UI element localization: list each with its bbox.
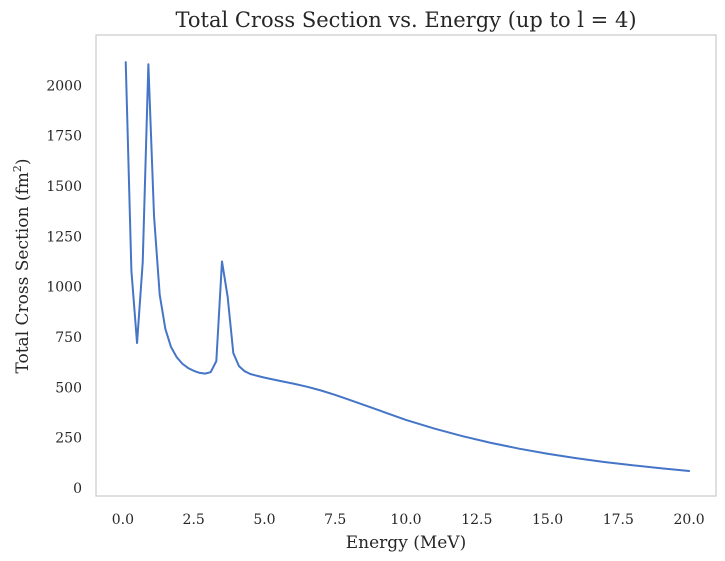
x-tick-label: 10.0 [390, 512, 421, 528]
series-line [124, 61, 691, 473]
x-tick-label: 2.5 [183, 512, 205, 528]
y-axis-label-superscript: 2 [11, 165, 24, 172]
y-tick-label: 1500 [46, 179, 82, 195]
x-tick-label: 17.5 [603, 512, 634, 528]
x-tick-label: 5.0 [253, 512, 275, 528]
y-tick-label: 0 [73, 481, 82, 497]
plot-frame [95, 34, 717, 497]
chart-title: Total Cross Section vs. Energy (up to l … [175, 8, 636, 32]
y-tick-label: 500 [55, 380, 82, 396]
y-axis-ticks: 0 250 500 750 1000 1250 1500 1750 2000 [46, 78, 82, 497]
x-tick-label: 20.0 [674, 512, 705, 528]
x-tick-label: 7.5 [324, 512, 346, 528]
x-tick-label: 15.0 [532, 512, 563, 528]
y-tick-label: 1250 [46, 229, 82, 245]
y-axis-label: Total Cross Section (fm2) [11, 158, 33, 373]
y-tick-label: 1750 [46, 129, 82, 145]
y-axis-label-main: Total Cross Section (fm [13, 172, 33, 373]
y-axis-label-close: ) [13, 158, 33, 165]
y-tick-label: 250 [55, 431, 82, 447]
x-axis-label: Energy (MeV) [346, 533, 466, 553]
x-tick-label: 12.5 [461, 512, 492, 528]
y-tick-label: 750 [55, 330, 82, 346]
y-tick-label: 1000 [46, 280, 82, 296]
x-tick-label: 0.0 [112, 512, 134, 528]
y-tick-label: 2000 [46, 78, 82, 94]
x-axis-ticks: 0.0 2.5 5.0 7.5 10.0 12.5 15.0 17.5 20.0 [112, 512, 705, 528]
